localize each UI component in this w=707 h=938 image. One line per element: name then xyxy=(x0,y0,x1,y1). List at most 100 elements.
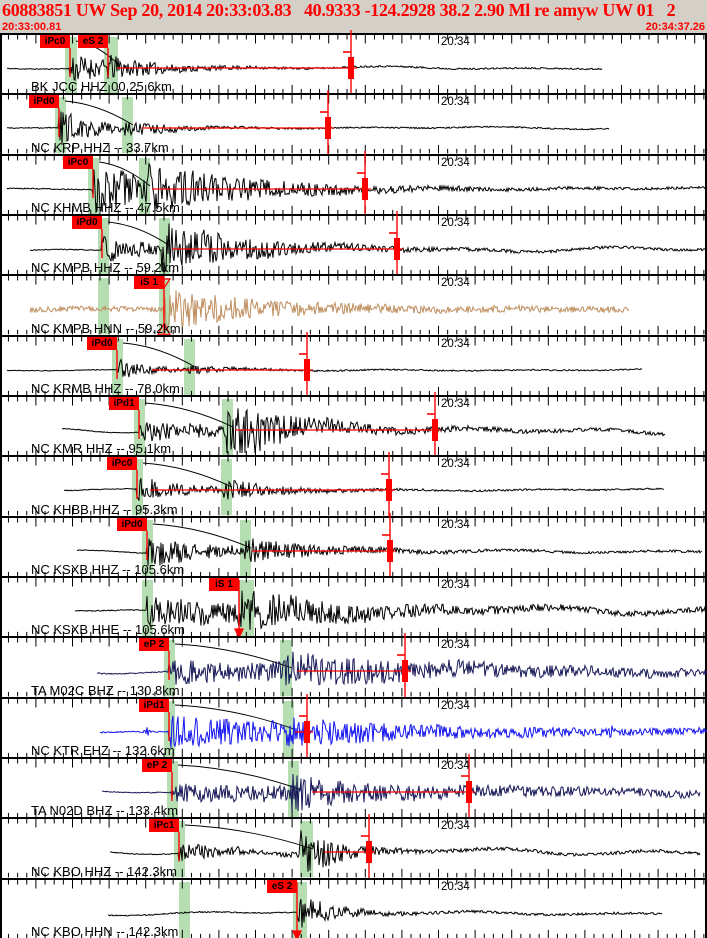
pick-highlight-bar xyxy=(280,640,292,697)
waveform-trace[interactable] xyxy=(74,590,707,630)
coda-decay-curve xyxy=(64,100,134,126)
phase-pick-label[interactable]: eS 2 xyxy=(78,35,108,48)
coda-decay-curve xyxy=(177,764,300,790)
waveform-canvas[interactable] xyxy=(2,391,707,475)
coda-end-marker-handle[interactable] xyxy=(325,117,331,140)
coda-decay-curve xyxy=(184,824,314,850)
time-tick-marks xyxy=(7,35,705,94)
trace-panel[interactable]: iS 1 20:34 NC KSXB HHE -- 105.6km xyxy=(2,575,707,640)
waveform-trace[interactable] xyxy=(110,830,701,872)
waveform-trace[interactable] xyxy=(6,111,610,146)
trace-panel[interactable]: iPc0 eS 2 20:34 BK JCC HHZ 00 25.6km xyxy=(2,30,705,113)
phase-pick-label[interactable]: iPd0 xyxy=(117,517,147,531)
trace-panel[interactable]: iPd0 20:34 NC KRMB HHZ -- 78.0km xyxy=(2,331,707,415)
station-label: NC KHBB HHZ -- 95.3km xyxy=(31,501,178,517)
coda-end-marker-handle[interactable] xyxy=(466,780,472,803)
time-tick-marks xyxy=(7,215,705,275)
window-start-time: 20:33:00.81 xyxy=(2,21,62,33)
coda-end-marker-handle[interactable] xyxy=(394,237,400,260)
phase-pick-label[interactable]: iS 1 xyxy=(209,577,239,591)
phase-pick-label[interactable]: eP 2 xyxy=(142,758,172,772)
waveform-trace[interactable] xyxy=(107,898,663,928)
time-tick-marks xyxy=(7,336,705,395)
waveform-canvas[interactable] xyxy=(2,512,707,596)
phase-pick-label[interactable]: eS 2 xyxy=(267,879,297,893)
coda-end-marker-handle[interactable] xyxy=(387,539,393,562)
trace-panel[interactable]: eP 2 20:34 TA N02D BHZ -- 133.4km xyxy=(2,753,707,837)
waveform-canvas[interactable] xyxy=(2,331,707,415)
time-tick-marks xyxy=(7,879,705,938)
trace-panel[interactable]: iPd0 20:34 NC KMPB HHZ -- 59.2km xyxy=(2,210,707,294)
minute-time-label: 20:34 xyxy=(441,699,470,712)
event-header: 60883851 UW Sep 20, 2014 20:33:03.83 40.… xyxy=(0,0,707,33)
trace-panel[interactable]: iPd0 20:34 NC KSXB HHZ -- 105.6km xyxy=(2,512,707,596)
trace-panel[interactable]: iPd0 20:34 NC KRP HHZ -- 33.7km xyxy=(2,90,707,174)
phase-pick-label[interactable]: iPd1 xyxy=(139,698,169,712)
coda-end-marker-handle[interactable] xyxy=(304,358,310,381)
trace-panel[interactable]: iS 1 20:34 NC KMPB HNN -- 59.2km xyxy=(2,274,705,336)
time-tick-marks xyxy=(7,155,705,214)
trace-panel[interactable]: eS 2 20:34 NC KBO HHN -- 142.3km xyxy=(2,877,707,938)
station-label: BK JCC HHZ 00 25.6km xyxy=(31,79,172,95)
minute-time-label: 20:34 xyxy=(441,216,470,229)
minute-time-label: 20:34 xyxy=(441,578,470,591)
station-label: NC KRP HHZ -- 33.7km xyxy=(31,139,169,155)
station-label: NC KTR EHZ -- 132.6km xyxy=(31,742,175,758)
phase-pick-label[interactable]: iPd0 xyxy=(87,336,117,350)
waveform-canvas[interactable] xyxy=(2,90,707,174)
coda-end-marker-handle[interactable] xyxy=(362,177,368,200)
waveform-canvas[interactable] xyxy=(2,814,707,898)
station-label: NC KMR HHZ -- 95.1km xyxy=(31,441,172,457)
coda-end-marker-handle[interactable] xyxy=(304,720,310,743)
waveform-trace[interactable] xyxy=(61,408,666,454)
coda-end-marker-handle[interactable] xyxy=(366,841,372,864)
coda-end-marker-handle[interactable] xyxy=(432,418,438,441)
trace-panel[interactable]: iPc1 20:34 NC KBO HHZ -- 142.3km xyxy=(2,814,707,898)
pick-highlight-bar xyxy=(179,881,190,938)
pick-highlight-bar xyxy=(184,338,195,395)
phase-pick-label[interactable]: iPc0 xyxy=(63,155,93,169)
trace-panel[interactable]: iPd1 20:34 NC KTR EHZ -- 132.6km xyxy=(2,693,707,777)
trace-panel[interactable]: iPc0 20:34 NC KHMB HHZ -- 47.5km xyxy=(2,150,707,234)
waveform-canvas[interactable] xyxy=(2,577,707,640)
coda-decay-curve xyxy=(98,161,151,187)
phase-pick-label[interactable]: eP 2 xyxy=(139,638,169,652)
waveform-trace[interactable] xyxy=(101,773,701,812)
coda-decay-curve xyxy=(107,221,171,247)
phase-pick-label[interactable]: iPc0 xyxy=(40,35,70,48)
waveform-canvas[interactable] xyxy=(2,452,707,536)
station-label: TA N02D BHZ -- 133.4km xyxy=(31,803,179,819)
pick-highlight-bar xyxy=(98,217,109,275)
phase-pick-label[interactable]: iPd0 xyxy=(72,215,102,229)
waveform-canvas[interactable] xyxy=(2,633,707,717)
phase-pick-label[interactable]: iS 1 xyxy=(134,276,164,290)
waveform-trace[interactable] xyxy=(100,715,707,748)
minute-time-label: 20:34 xyxy=(441,277,470,290)
minute-time-label: 20:34 xyxy=(441,397,470,410)
trace-panel[interactable]: eP 2 20:34 TA M02C BHZ -- 130.8km xyxy=(2,633,707,717)
coda-end-marker-handle[interactable] xyxy=(402,660,408,683)
phase-pick-label[interactable]: iPd0 xyxy=(29,95,59,109)
pick-highlight-bar xyxy=(283,700,294,757)
trace-panel[interactable]: iPc0 20:34 NC KHBB HHZ -- 95.3km xyxy=(2,452,707,536)
waveform-canvas[interactable] xyxy=(2,879,707,938)
phase-pick-label[interactable]: iPc0 xyxy=(107,457,137,471)
station-label: NC KSXB HHE -- 105.6km xyxy=(31,622,185,638)
station-label: TA M02C BHZ -- 130.8km xyxy=(31,682,180,698)
phase-pick-label[interactable]: iPd1 xyxy=(109,396,139,410)
minute-time-label: 20:34 xyxy=(441,639,470,652)
coda-end-marker-handle[interactable] xyxy=(348,57,354,79)
phase-pick-label[interactable]: iPc1 xyxy=(149,819,179,833)
waveform-canvas[interactable] xyxy=(2,150,707,234)
minute-time-label: 20:34 xyxy=(441,36,470,48)
waveform-trace[interactable] xyxy=(29,290,630,332)
waveform-trace[interactable] xyxy=(6,357,643,377)
coda-decay-curve xyxy=(142,462,233,488)
pick-highlight-bar xyxy=(159,217,170,275)
trace-panel[interactable]: iPd1 20:34 NC KMR HHZ -- 95.1km xyxy=(2,391,707,475)
station-label: NC KBO HHN -- 142.3km xyxy=(31,923,179,938)
minute-time-label: 20:34 xyxy=(441,458,470,471)
minute-time-label: 20:34 xyxy=(441,96,470,109)
waveform-canvas[interactable] xyxy=(2,753,707,837)
coda-end-marker-handle[interactable] xyxy=(386,479,392,502)
